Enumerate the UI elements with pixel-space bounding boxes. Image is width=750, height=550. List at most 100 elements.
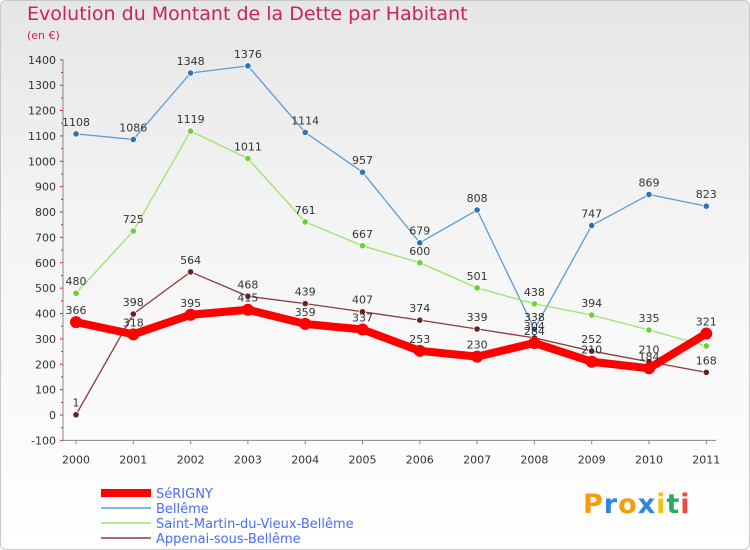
x-tick-label: 2011	[692, 453, 720, 466]
data-point	[413, 344, 426, 357]
series-line	[72, 305, 711, 373]
data-point	[241, 303, 254, 316]
logo-letter: o	[618, 489, 638, 520]
data-label: 438	[524, 286, 545, 299]
x-tick-label: 2010	[635, 453, 663, 466]
y-tick-label: 1100	[28, 130, 56, 143]
data-label: 415	[237, 292, 258, 305]
data-point	[473, 284, 481, 292]
chart-title: Evolution du Montant de la Dette par Hab…	[27, 3, 468, 25]
data-label: 823	[696, 188, 717, 201]
data-point	[643, 362, 655, 375]
data-point	[356, 323, 369, 336]
data-label: 374	[409, 302, 430, 315]
data-label: 1119	[177, 113, 205, 126]
x-tick-label: 2002	[177, 453, 205, 466]
y-tick-label: 500	[35, 282, 56, 295]
data-label: 600	[409, 245, 430, 258]
data-point	[127, 328, 140, 341]
data-label: 1114	[291, 114, 319, 127]
logo-letter: P	[583, 489, 604, 520]
y-tick-label: 700	[35, 231, 56, 244]
data-point	[358, 242, 367, 250]
y-tick-label: 1400	[28, 54, 56, 67]
data-label: 394	[581, 297, 602, 310]
data-point	[702, 368, 710, 376]
x-tick-label: 2009	[578, 453, 606, 466]
x-tick-label: 2006	[406, 453, 434, 466]
data-label: 318	[123, 316, 144, 329]
data-point	[588, 311, 596, 319]
data-label: 679	[409, 225, 430, 238]
data-label: 230	[467, 339, 488, 352]
data-point	[700, 327, 713, 340]
series-line	[75, 65, 707, 330]
legend-label: Saint-Martin-du-Vieux-Bellême	[156, 517, 354, 532]
y-tick-label: 100	[35, 384, 56, 397]
data-label: 1	[73, 397, 80, 410]
data-label: 338	[524, 311, 545, 324]
data-label: 210	[639, 344, 660, 357]
data-label: 335	[639, 312, 660, 325]
x-tick-label: 2003	[234, 453, 262, 466]
data-label: 1348	[177, 55, 205, 68]
data-label: 1108	[62, 116, 90, 129]
data-label: 667	[352, 228, 373, 241]
logo-letter: i	[656, 489, 667, 520]
data-point	[471, 350, 484, 363]
data-label: 253	[409, 333, 430, 346]
data-point	[358, 168, 367, 176]
legend-label: Appenai-sous-Bellême	[156, 532, 301, 547]
data-point	[702, 202, 710, 210]
y-tick-label: 400	[35, 308, 56, 321]
data-point	[72, 130, 80, 138]
data-label: 1011	[234, 141, 262, 154]
data-point	[528, 336, 541, 349]
data-label: 480	[66, 275, 87, 288]
data-label: 808	[467, 192, 488, 205]
data-label: 725	[123, 213, 144, 226]
data-point	[585, 355, 598, 368]
legend-label: SéRIGNY	[156, 487, 213, 502]
logo-letter: x	[637, 489, 657, 520]
data-point	[416, 239, 424, 247]
data-label: 761	[295, 204, 316, 217]
data-label: 957	[352, 154, 373, 167]
data-label: 407	[352, 294, 373, 307]
data-point	[244, 62, 252, 70]
logo-letter: t	[666, 489, 681, 520]
data-point	[416, 316, 424, 324]
data-point	[187, 268, 195, 276]
data-point	[702, 342, 710, 350]
data-label: 1376	[234, 48, 262, 61]
data-point	[588, 221, 596, 230]
data-point	[301, 300, 309, 308]
y-tick-label: 1000	[28, 155, 56, 168]
y-tick-label: -100	[31, 434, 56, 447]
y-tick-label: 200	[35, 358, 56, 371]
data-point	[244, 292, 252, 300]
data-point	[530, 300, 539, 308]
series-line	[75, 271, 707, 416]
y-tick-label: 0	[49, 409, 56, 422]
data-point	[70, 316, 82, 329]
data-point	[72, 289, 80, 297]
data-point	[184, 308, 197, 321]
data-label: 339	[467, 311, 488, 324]
x-tick-label: 2004	[291, 453, 319, 466]
data-point	[301, 128, 309, 136]
x-tick-label: 2001	[119, 453, 147, 466]
legend-label: Bellême	[156, 502, 209, 517]
data-label: 564	[180, 254, 201, 267]
chart-unit: (en €)	[27, 29, 60, 42]
data-label: 359	[295, 306, 316, 319]
logo-letter: r	[603, 489, 619, 520]
data-label: 501	[467, 270, 488, 283]
data-point	[645, 190, 653, 199]
data-point	[530, 325, 539, 333]
data-point	[473, 325, 481, 333]
data-label: 184	[639, 350, 660, 363]
data-point	[129, 135, 137, 144]
